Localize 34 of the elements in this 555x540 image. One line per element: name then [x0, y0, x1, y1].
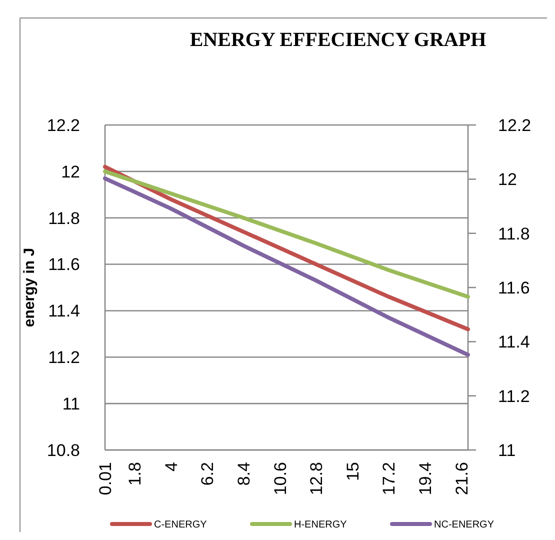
x-tick-label: 4: [162, 462, 181, 472]
x-tick-label: 1.8: [126, 462, 144, 486]
y2-tick-label: 11: [498, 440, 516, 460]
x-tick-label: 6.2: [198, 462, 218, 486]
y-tick-label: 12: [61, 162, 80, 182]
y-axis-title: energy in J: [21, 248, 38, 328]
y-tick-label: 11: [62, 394, 80, 414]
x-tick-label: 0.01: [96, 462, 115, 496]
chart-title: ENERGY EFFECIENCY GRAPH: [190, 29, 487, 51]
y-tick-label: 11.8: [48, 208, 80, 228]
y-tick-label: 10.8: [46, 440, 80, 460]
line-series: [103, 164, 470, 332]
legend-label: C-ENERGY: [154, 520, 208, 530]
y2-tick-label: 11.6: [498, 278, 530, 298]
y2-tick-label: 11.4: [498, 332, 530, 352]
x-tick-label: 15: [343, 462, 362, 481]
x-tick-label: 12.8: [307, 462, 326, 496]
x-tick-label: 21.6: [452, 462, 472, 496]
y2-tick-label: 11.8: [498, 224, 530, 244]
y2-tick-label: 12.2: [498, 116, 532, 135]
x-tick-label: 8.4: [234, 462, 254, 486]
legend-label: H-ENERGY: [294, 520, 348, 530]
y-tick-label: 11.2: [48, 348, 80, 368]
x-tick-label: 10.6: [270, 462, 290, 496]
line-series: [103, 176, 470, 357]
y-tick-label: 12.2: [46, 116, 80, 135]
y-tick-label: 11.6: [48, 255, 80, 274]
y2-tick-label: 12: [498, 170, 517, 190]
y-tick-label: 11.4: [48, 302, 80, 321]
x-tick-label: 19.4: [416, 462, 436, 496]
y2-tick-label: 11.2: [498, 386, 530, 406]
line-series: [103, 169, 470, 299]
legend-label: NC-ENERGY: [434, 520, 494, 530]
x-tick-label: 17.2: [380, 462, 399, 496]
